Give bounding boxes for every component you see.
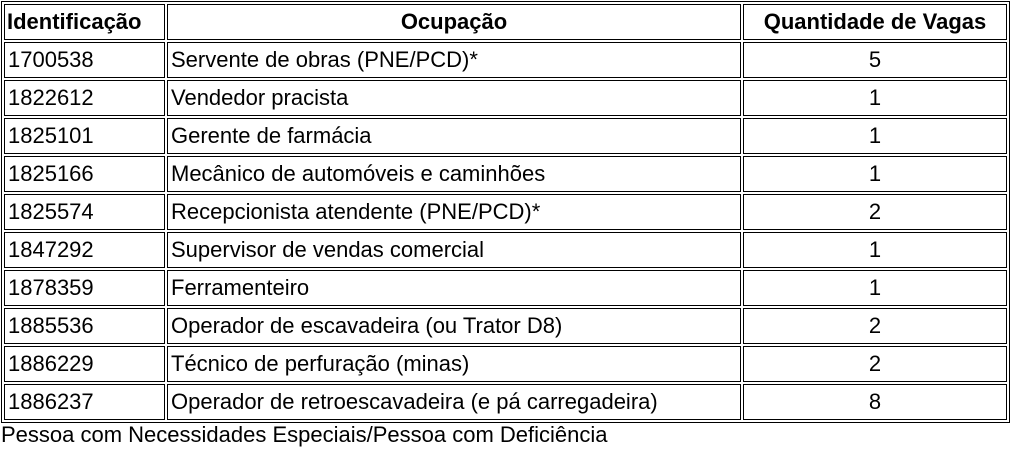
id-cell: 1886237 bbox=[4, 384, 165, 420]
header-identificacao: Identificação bbox=[4, 4, 165, 40]
table-row: 1878359 Ferramenteiro 1 bbox=[4, 270, 1007, 306]
table-row: 1825574 Recepcionista atendente (PNE/PCD)… bbox=[4, 194, 1007, 230]
quantity-cell: 1 bbox=[743, 118, 1007, 154]
table-row: 1886229 Técnico de perfuração (minas) 2 bbox=[4, 346, 1007, 382]
header-ocupacao: Ocupação bbox=[167, 4, 741, 40]
id-cell: 1878359 bbox=[4, 270, 165, 306]
id-cell: 1825574 bbox=[4, 194, 165, 230]
quantity-cell: 1 bbox=[743, 270, 1007, 306]
id-cell: 1700538 bbox=[4, 42, 165, 78]
id-cell: 1886229 bbox=[4, 346, 165, 382]
header-row: Identificação Ocupação Quantidade de Vag… bbox=[4, 4, 1007, 40]
occupation-cell: Técnico de perfuração (minas) bbox=[167, 346, 741, 382]
quantity-cell: 1 bbox=[743, 232, 1007, 268]
id-cell: 1822612 bbox=[4, 80, 165, 116]
occupation-cell: Gerente de farmácia bbox=[167, 118, 741, 154]
quantity-cell: 1 bbox=[743, 156, 1007, 192]
quantity-cell: 2 bbox=[743, 346, 1007, 382]
quantity-cell: 2 bbox=[743, 194, 1007, 230]
table-row: 1885536 Operador de escavadeira (ou Trato… bbox=[4, 308, 1007, 344]
table-row: 1825101 Gerente de farmácia 1 bbox=[4, 118, 1007, 154]
header-quantidade: Quantidade de Vagas bbox=[743, 4, 1007, 40]
occupation-cell: Servente de obras (PNE/PCD)* bbox=[167, 42, 741, 78]
table-row: 1886237 Operador de retroescavadeira (e p… bbox=[4, 384, 1007, 420]
id-cell: 1885536 bbox=[4, 308, 165, 344]
occupation-cell: Supervisor de vendas comercial bbox=[167, 232, 741, 268]
quantity-cell: 1 bbox=[743, 80, 1007, 116]
id-cell: 1825101 bbox=[4, 118, 165, 154]
occupation-cell: Operador de retroescavadeira (e pá carre… bbox=[167, 384, 741, 420]
table-row: 1825166 Mecânico de automóveis e caminhõe… bbox=[4, 156, 1007, 192]
occupation-cell: Vendedor pracista bbox=[167, 80, 741, 116]
id-cell: 1847292 bbox=[4, 232, 165, 268]
occupation-cell: Operador de escavadeira (ou Trator D8) bbox=[167, 308, 741, 344]
occupation-cell: Recepcionista atendente (PNE/PCD)* bbox=[167, 194, 741, 230]
occupation-cell: Mecânico de automóveis e caminhões bbox=[167, 156, 741, 192]
table-row: 1700538 Servente de obras (PNE/PCD)* 5 bbox=[4, 42, 1007, 78]
id-cell: 1825166 bbox=[4, 156, 165, 192]
table-row: 1822612 Vendedor pracista 1 bbox=[4, 80, 1007, 116]
vacancies-table: Identificação Ocupação Quantidade de Vag… bbox=[1, 1, 1010, 423]
footnote: Pessoa com Necessidades Especiais/Pessoa… bbox=[1, 422, 608, 447]
table-row: 1847292 Supervisor de vendas comercial 1 bbox=[4, 232, 1007, 268]
occupation-cell: Ferramenteiro bbox=[167, 270, 741, 306]
quantity-cell: 2 bbox=[743, 308, 1007, 344]
quantity-cell: 8 bbox=[743, 384, 1007, 420]
quantity-cell: 5 bbox=[743, 42, 1007, 78]
